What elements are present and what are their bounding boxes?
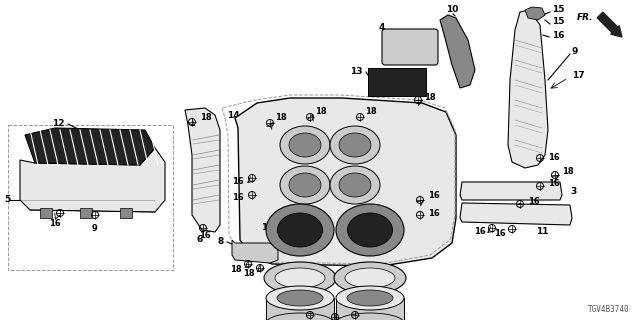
FancyBboxPatch shape (382, 29, 438, 65)
Text: 16: 16 (232, 178, 244, 187)
Ellipse shape (348, 213, 392, 247)
Ellipse shape (277, 290, 323, 306)
Ellipse shape (330, 126, 380, 164)
Text: 16: 16 (304, 317, 316, 320)
Polygon shape (232, 240, 278, 263)
Polygon shape (460, 203, 572, 225)
Text: 16: 16 (548, 154, 560, 163)
Ellipse shape (330, 166, 380, 204)
Text: 18: 18 (275, 114, 287, 123)
Polygon shape (120, 208, 132, 218)
Ellipse shape (280, 126, 330, 164)
Text: 1: 1 (260, 223, 267, 233)
Ellipse shape (278, 213, 323, 247)
Ellipse shape (347, 290, 393, 306)
Text: 18: 18 (365, 108, 376, 116)
Text: 16: 16 (494, 228, 506, 237)
Ellipse shape (334, 262, 406, 294)
Polygon shape (235, 98, 456, 266)
Ellipse shape (289, 133, 321, 157)
Ellipse shape (339, 133, 371, 157)
Text: 18: 18 (315, 108, 326, 116)
Ellipse shape (345, 268, 395, 288)
Text: 16: 16 (548, 179, 560, 188)
Polygon shape (20, 148, 165, 212)
Text: 17: 17 (572, 70, 584, 79)
Text: 16: 16 (428, 209, 440, 218)
Ellipse shape (280, 166, 330, 204)
Text: 18: 18 (329, 319, 341, 320)
Text: 16: 16 (49, 219, 61, 228)
Text: 16: 16 (474, 228, 486, 236)
Polygon shape (25, 128, 155, 165)
Polygon shape (266, 298, 334, 320)
Text: 15: 15 (552, 18, 564, 27)
Text: 9: 9 (92, 224, 98, 233)
Text: 6: 6 (197, 236, 203, 244)
Text: FR.: FR. (577, 13, 593, 22)
Text: 14: 14 (227, 111, 239, 121)
FancyBboxPatch shape (368, 68, 426, 96)
Bar (8, 125, 173, 270)
Polygon shape (508, 10, 548, 168)
Text: 18: 18 (349, 317, 361, 320)
Ellipse shape (266, 313, 334, 320)
FancyArrow shape (597, 12, 622, 37)
Ellipse shape (336, 204, 404, 256)
Polygon shape (336, 298, 404, 320)
Text: 16: 16 (552, 31, 564, 41)
Text: 2: 2 (266, 308, 272, 316)
Text: 3: 3 (570, 188, 576, 196)
Text: 16: 16 (528, 197, 540, 206)
Polygon shape (460, 182, 562, 200)
Text: 13: 13 (351, 68, 363, 76)
Polygon shape (40, 208, 52, 218)
Text: 9: 9 (572, 47, 579, 57)
Text: 8: 8 (218, 237, 224, 246)
Text: 16: 16 (428, 191, 440, 201)
Text: 15: 15 (552, 5, 564, 14)
Text: 18: 18 (230, 266, 242, 275)
Text: 11: 11 (536, 228, 548, 236)
Ellipse shape (266, 204, 334, 256)
Text: 4: 4 (379, 23, 385, 33)
Text: 7: 7 (271, 274, 278, 283)
Ellipse shape (266, 286, 334, 310)
Text: 16: 16 (199, 231, 211, 241)
Text: 10: 10 (446, 5, 458, 14)
Text: TGV4B3740: TGV4B3740 (588, 305, 630, 314)
Ellipse shape (339, 173, 371, 197)
Text: 18: 18 (243, 269, 255, 278)
Ellipse shape (264, 262, 336, 294)
Ellipse shape (336, 286, 404, 310)
Polygon shape (80, 208, 92, 218)
Text: 12: 12 (52, 118, 64, 127)
Polygon shape (440, 15, 475, 88)
Ellipse shape (289, 173, 321, 197)
Text: 18: 18 (562, 167, 573, 177)
Polygon shape (525, 7, 545, 20)
Text: 5: 5 (4, 196, 10, 204)
Ellipse shape (275, 268, 325, 288)
Ellipse shape (336, 313, 404, 320)
Text: 18: 18 (424, 93, 436, 102)
Polygon shape (185, 108, 220, 232)
Text: 18: 18 (200, 114, 212, 123)
Text: 16: 16 (232, 194, 244, 203)
